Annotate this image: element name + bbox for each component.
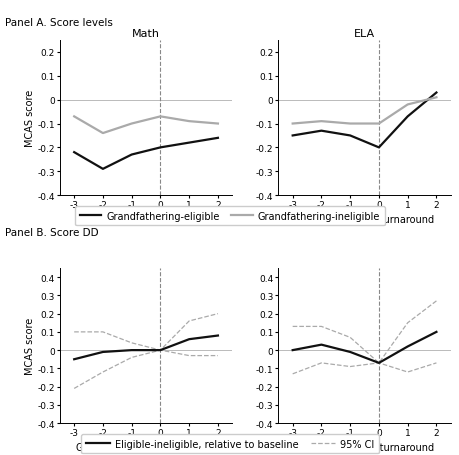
Y-axis label: MCAS score: MCAS score xyxy=(24,90,34,147)
Title: Math: Math xyxy=(132,29,160,39)
Text: Panel A. Score levels: Panel A. Score levels xyxy=(5,18,112,28)
X-axis label: Grade relative to turnaround: Grade relative to turnaround xyxy=(294,443,434,453)
Y-axis label: MCAS score: MCAS score xyxy=(24,317,34,374)
Text: Panel B. Score DD: Panel B. Score DD xyxy=(5,228,98,238)
X-axis label: Grade relative to turnaround: Grade relative to turnaround xyxy=(294,215,434,225)
Title: ELA: ELA xyxy=(353,29,374,39)
Legend: Eligible-ineligible, relative to baseline, 95% CI: Eligible-ineligible, relative to baselin… xyxy=(81,434,378,454)
X-axis label: Grade relative to turnaround: Grade relative to turnaround xyxy=(76,443,216,453)
Legend: Grandfathering-eligible, Grandfathering-ineligible: Grandfathering-eligible, Grandfathering-… xyxy=(75,206,384,226)
X-axis label: Grade relative to turnaround: Grade relative to turnaround xyxy=(76,215,216,225)
